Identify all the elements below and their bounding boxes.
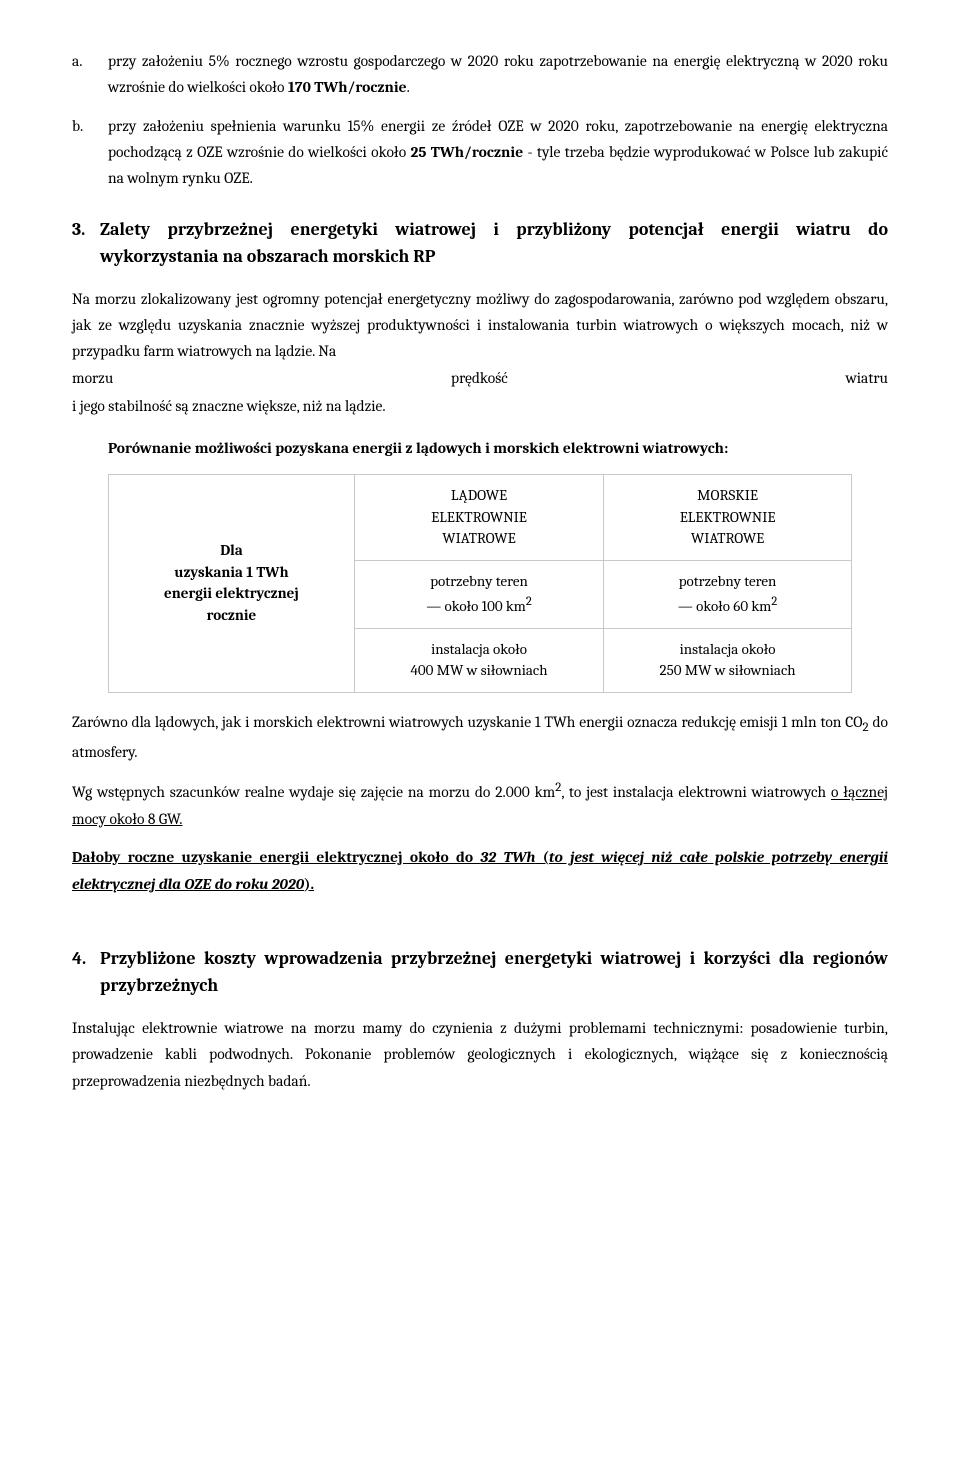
text: ELEKTROWNIE [431, 508, 527, 526]
para-line: Na morzu zlokalizowany jest ogromny pote… [72, 286, 888, 365]
list-marker-a: a. [72, 48, 108, 101]
text: uzyskania 1 TWh [174, 563, 288, 581]
heading-num: 3. [72, 216, 100, 270]
list-item-a: a. przy założeniu 5% rocznego wzrostu go… [72, 48, 888, 101]
text: — około 100 km [426, 597, 526, 615]
table-cell-sea-area: potrzebny teren — około 60 km2 [604, 561, 852, 629]
text: potrzebny teren [430, 572, 528, 590]
comparison-table: Dla uzyskania 1 TWh energii elektrycznej… [108, 474, 852, 693]
text: instalacja około [431, 640, 527, 658]
text: 250 MW w siłowniach [660, 661, 796, 679]
heading-num: 4. [72, 945, 100, 999]
list-body-a: przy założeniu 5% rocznego wzrostu gospo… [108, 48, 888, 101]
bold-value: 170 TWh/rocznie [288, 78, 407, 96]
text: potrzebny teren [679, 572, 777, 590]
word: morzu [72, 365, 113, 391]
comparison-table-wrap: Dla uzyskania 1 TWh energii elektrycznej… [108, 474, 852, 693]
heading-4: 4. Przybliżone koszty wprowadzenia przyb… [72, 945, 888, 999]
table-cell-land-area: potrzebny teren — około 100 km2 [354, 561, 603, 629]
text: instalacja około [680, 640, 776, 658]
text: przy założeniu 5% rocznego wzrostu gospo… [108, 52, 888, 96]
text: ELEKTROWNIE [680, 508, 776, 526]
paragraph: Instalując elektrownie wiatrowe na morzu… [72, 1015, 888, 1094]
paragraph-highlight: Dałoby roczne uzyskanie energii elektryc… [72, 844, 888, 897]
list-body-b: przy założeniu spełnienia warunku 15% en… [108, 113, 888, 192]
text: , to jest instalacja elektrowni wiatrowy… [561, 784, 831, 802]
table-cell-land-power: instalacja około 400 MW w siłowniach [354, 628, 603, 693]
text: ). [304, 875, 314, 893]
comparison-title: Porównanie możliwości pozyskana energii … [108, 435, 888, 461]
paragraph-co2: Zarówno dla lądowych, jak i morskich ele… [72, 709, 888, 765]
text: ( [535, 848, 549, 866]
italic-text: 32 TWh [480, 848, 535, 866]
table-cell-sea-header: MORSKIE ELEKTROWNIE WIATROWE [604, 474, 852, 560]
paragraph-area: Wg wstępnych szacunków realne wydaje się… [72, 777, 888, 832]
text: — około 60 km [678, 597, 772, 615]
bold-value: 25 TWh/rocznie [411, 143, 524, 161]
list-marker-b: b. [72, 113, 108, 192]
text: LĄDOWE [451, 486, 507, 504]
text: rocznie [207, 606, 257, 624]
table-rowhead: Dla uzyskania 1 TWh energii elektrycznej… [109, 474, 355, 692]
justified-spread-line: morzu prędkość wiatru [72, 365, 888, 391]
table-row: Dla uzyskania 1 TWh energii elektrycznej… [109, 474, 852, 560]
table-cell-land-header: LĄDOWE ELEKTROWNIE WIATROWE [354, 474, 603, 560]
sup: 2 [526, 595, 532, 609]
text: Dałoby roczne uzyskanie energii elektryc… [72, 848, 480, 866]
text: 400 MW w siłowniach [410, 661, 547, 679]
heading-text: Zalety przybrzeżnej energetyki wiatrowej… [100, 216, 888, 270]
heading-3: 3. Zalety przybrzeżnej energetyki wiatro… [72, 216, 888, 270]
heading-text: Przybliżone koszty wprowadzenia przybrze… [100, 945, 888, 999]
text: energii elektrycznej [164, 584, 299, 602]
paragraph: Na morzu zlokalizowany jest ogromny pote… [72, 286, 888, 420]
text: Zarówno dla lądowych, jak i morskich ele… [72, 713, 863, 731]
para-line: i jego stabilność są znaczne większe, ni… [72, 393, 888, 419]
text: . [407, 78, 410, 96]
word: wiatru [846, 365, 888, 391]
text: MORSKIE [697, 486, 758, 504]
text: Dla [220, 541, 243, 559]
sup: 2 [771, 595, 777, 609]
text: WIATROWE [691, 529, 764, 547]
text: Wg wstępnych szacunków realne wydaje się… [72, 784, 555, 802]
text: WIATROWE [442, 529, 515, 547]
list-item-b: b. przy założeniu spełnienia warunku 15%… [72, 113, 888, 192]
word: prędkość [451, 365, 508, 391]
table-cell-sea-power: instalacja około 250 MW w siłowniach [604, 628, 852, 693]
